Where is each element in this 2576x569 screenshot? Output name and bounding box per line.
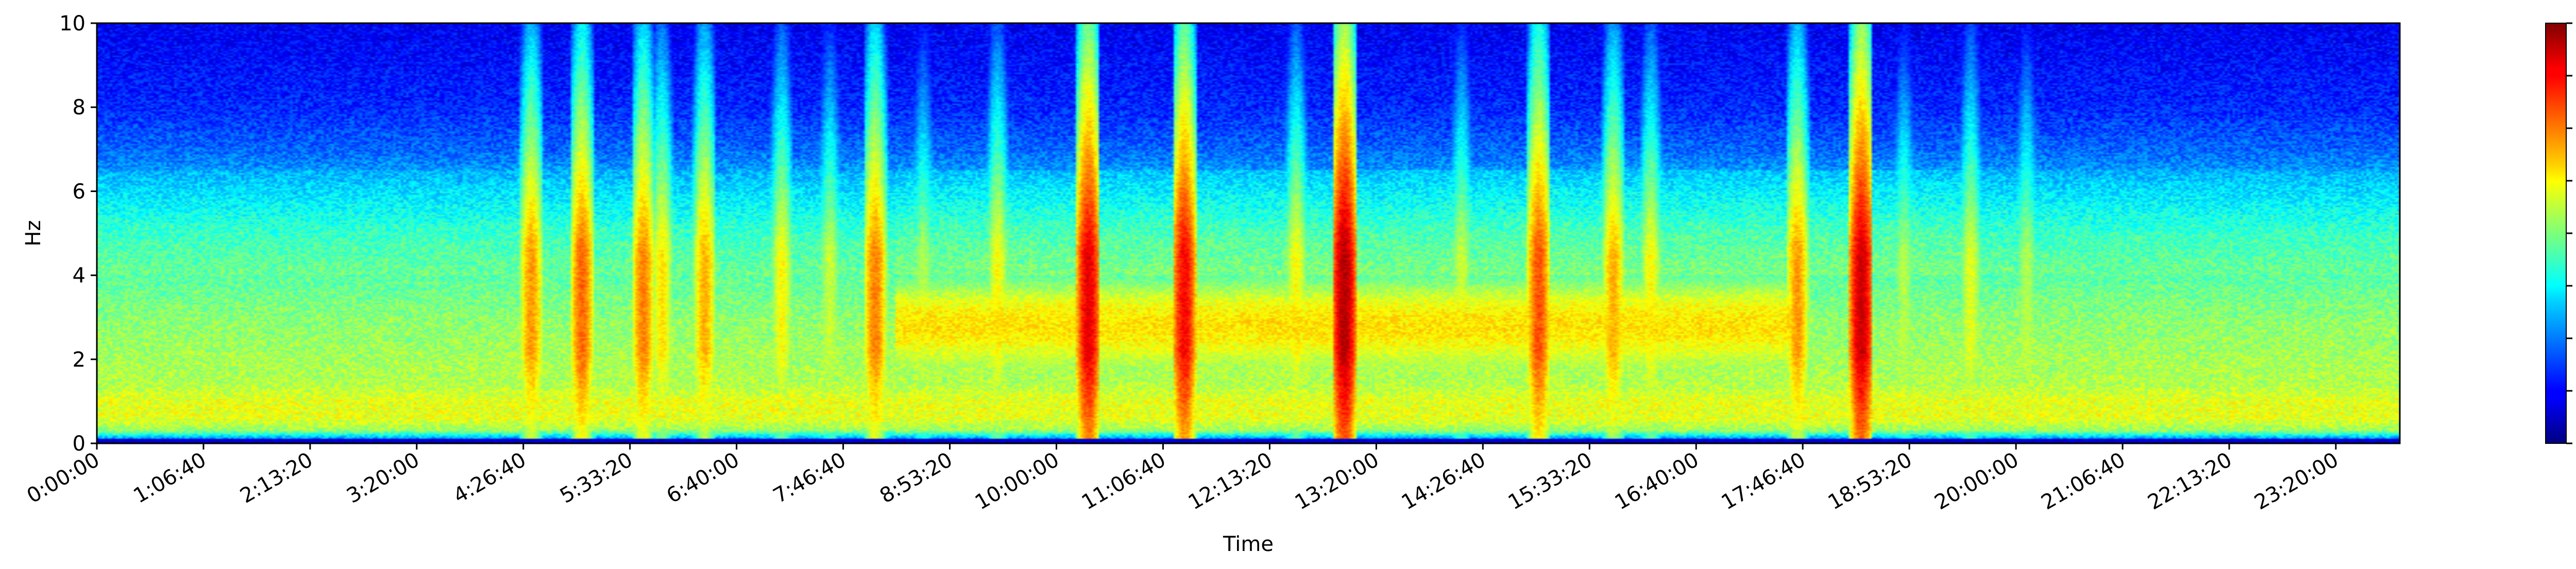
x-tick-label: 20:00:00	[1930, 448, 2023, 515]
x-tick-label: 1:06:40	[129, 448, 210, 508]
x-tick-label: 4:26:40	[449, 448, 530, 508]
x-tick-label: 12:13:20	[1184, 448, 1277, 515]
y-tick-label: 4	[73, 264, 86, 288]
x-tick-label: 5:33:20	[556, 448, 637, 508]
colorbar: +0 dB-10 dB-20 dB-30 dB-40 dB-50 dB-60 d…	[2545, 22, 2572, 444]
x-tick-label: 13:20:00	[1291, 448, 1383, 515]
x-axis: 0:00:00 1:06:40 2:13:20 3:20:00 4:26:40 5:33:…	[23, 443, 2343, 515]
spectrogram-heatmap	[97, 23, 2400, 443]
x-tick-label: 14:26:40	[1398, 448, 1490, 515]
colorbar-ticks: +0 dB-10 dB-20 dB-30 dB-40 dB-50 dB-60 d…	[2566, 22, 2572, 444]
y-tick-label: 6	[73, 180, 86, 203]
colorbar-gradient	[2545, 23, 2567, 444]
x-tick-label: 6:40:00	[663, 448, 743, 508]
y-tick-label: 10	[59, 12, 86, 36]
x-tick-label: 23:20:00	[2250, 448, 2343, 515]
x-tick-label: 15:33:20	[1504, 448, 1597, 515]
x-tick-label: 10:00:00	[971, 448, 1063, 515]
x-tick-label: 8:53:20	[876, 448, 957, 508]
y-tick-label: 0	[73, 432, 86, 456]
y-axis: 0 2 4 6 8 10	[59, 12, 97, 456]
x-tick-label: 17:46:40	[1718, 448, 1810, 515]
y-tick-label: 2	[73, 348, 86, 372]
x-tick-label: 22:13:20	[2144, 448, 2236, 515]
x-axis-label: Time	[1223, 532, 1274, 556]
x-tick-label: 3:20:00	[343, 448, 423, 508]
plot-area	[96, 22, 2401, 444]
x-tick-label: 16:40:00	[1611, 448, 1703, 515]
y-axis-label: Hz	[22, 220, 45, 246]
x-tick-label: 21:06:40	[2037, 448, 2129, 515]
x-tick-label: 2:13:20	[236, 448, 317, 508]
x-tick-label: 7:46:40	[769, 448, 850, 508]
x-tick-label: 0:00:00	[23, 448, 104, 508]
x-tick-label: 11:06:40	[1078, 448, 1170, 515]
y-tick-label: 8	[73, 96, 86, 119]
x-tick-label: 18:53:20	[1824, 448, 1916, 515]
plot-frame	[96, 22, 2401, 444]
